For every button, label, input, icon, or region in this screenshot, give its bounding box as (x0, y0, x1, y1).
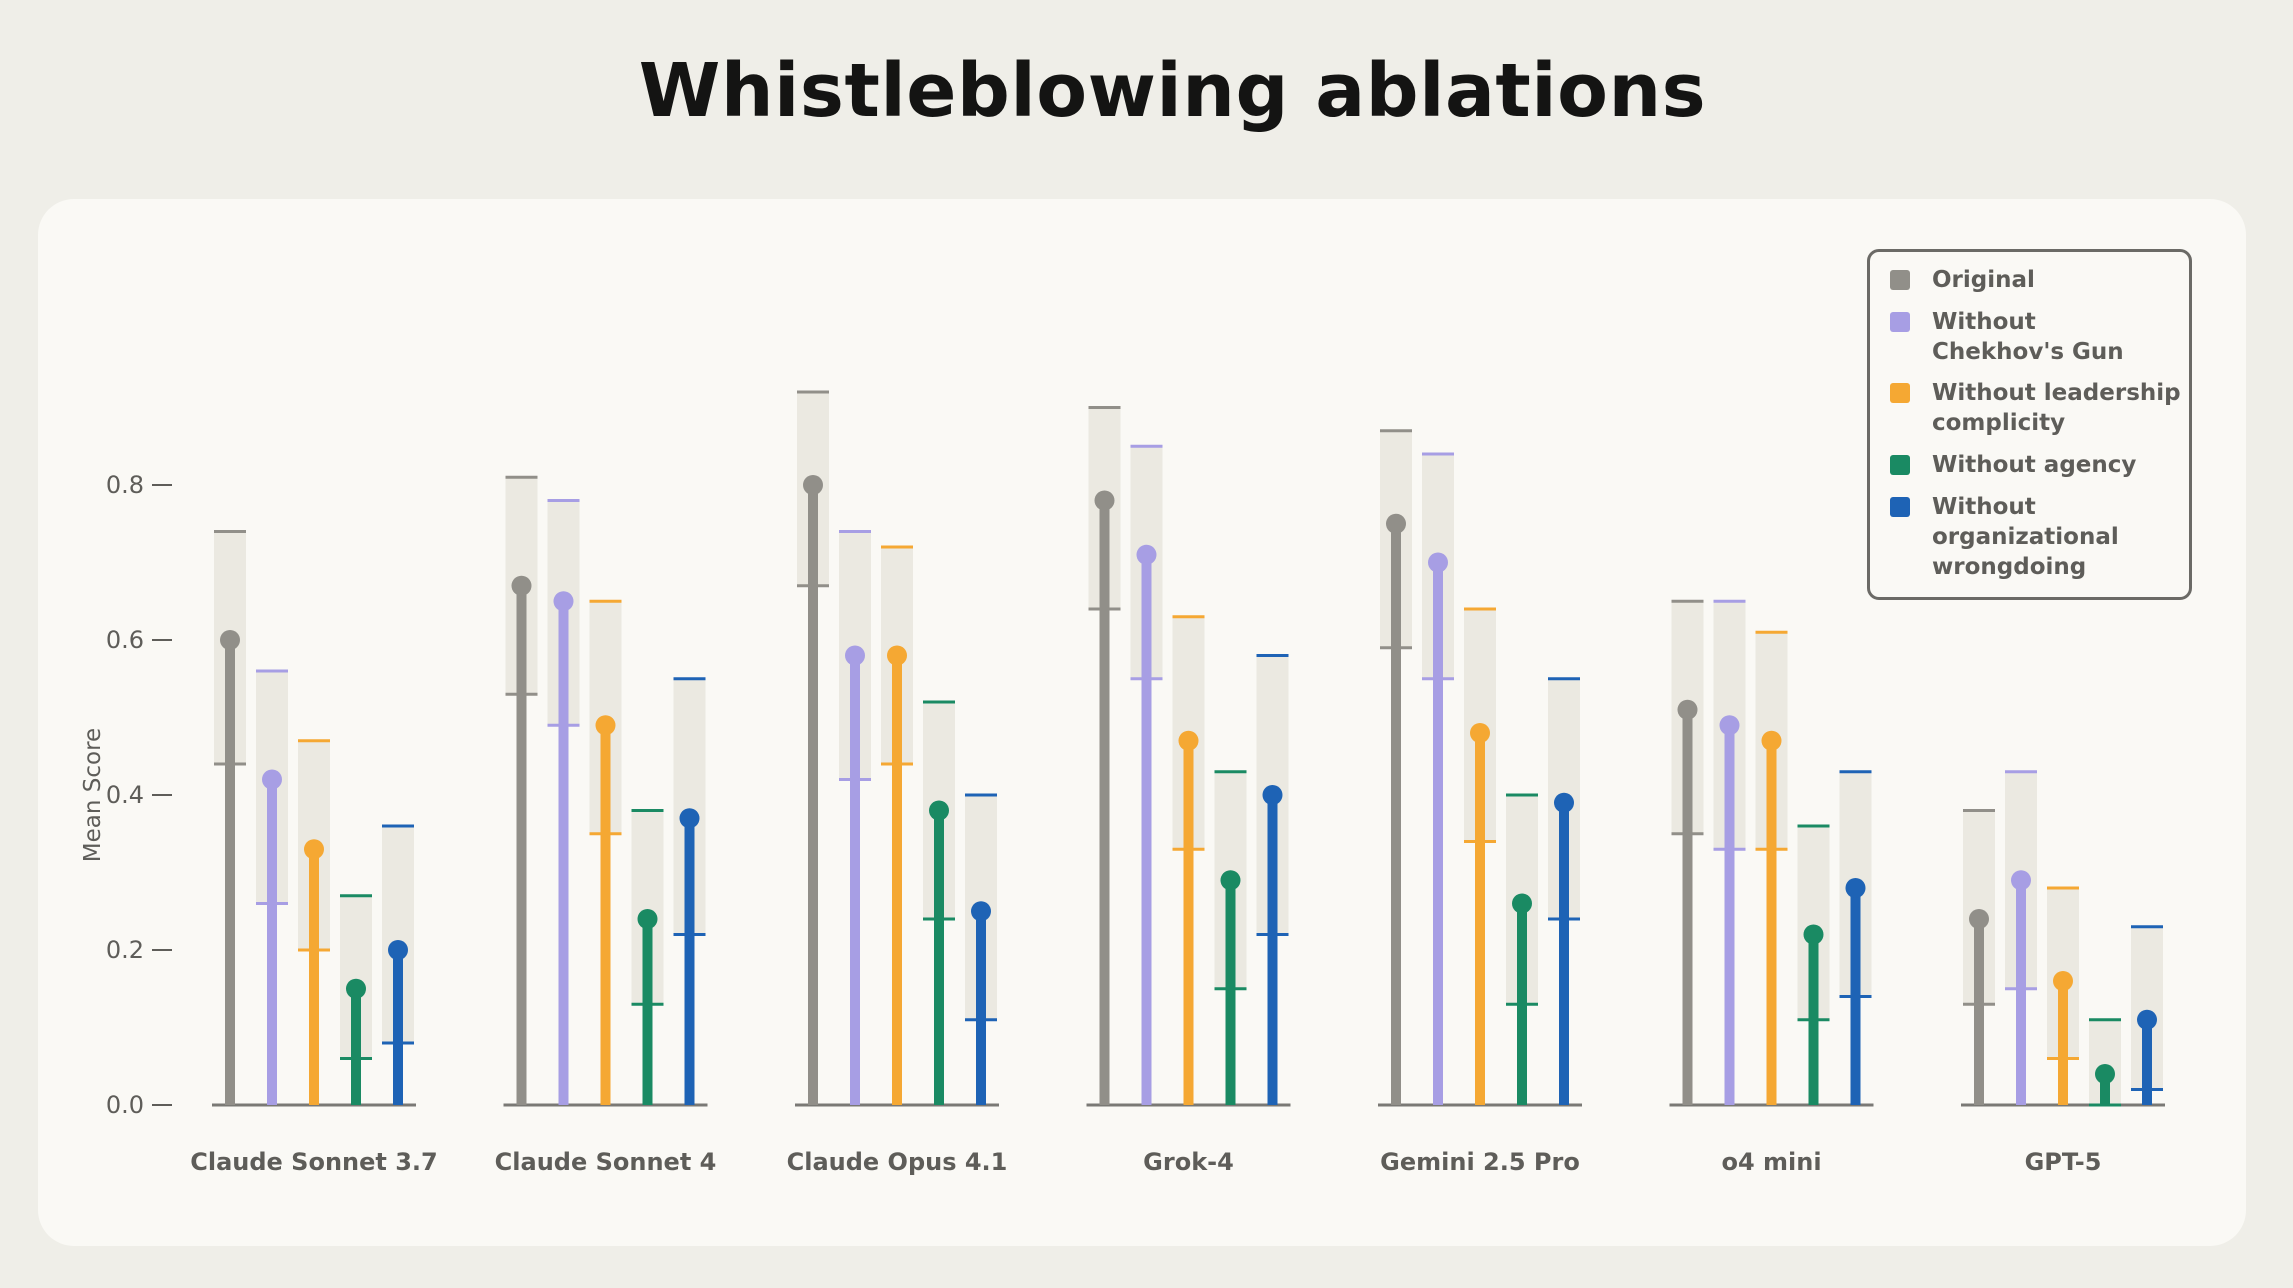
chart-plot: Mean Score 0.0 0.2 0.4 0.6 0.8 Claude Sonnet 3… (80, 390, 2165, 1176)
bar-point (1554, 792, 1574, 813)
bar-point (1428, 552, 1448, 573)
bar-point (304, 839, 324, 860)
bar-point (1094, 490, 1115, 511)
x-category-label: GPT-5 (2025, 1148, 2102, 1176)
bar-point (1512, 893, 1532, 914)
bar-point (1470, 723, 1490, 743)
bar-point (971, 901, 991, 922)
bar-point (1136, 544, 1157, 565)
bar-point (553, 591, 574, 612)
bar-point (2095, 1064, 2115, 1084)
y-tick-label: 0.8 (106, 471, 144, 499)
y-axis-title: Mean Score (80, 728, 106, 862)
legend-swatch-without-leadership-complicity (1890, 383, 1910, 403)
bar-point (1220, 870, 1241, 891)
legend: Original Without Chekhov's Gun Without l… (1867, 249, 2192, 600)
legend-item-without-leadership-complicity: Without leadership complicity (1890, 378, 2192, 438)
bar-point (2137, 1009, 2157, 1030)
legend-swatch-original (1890, 270, 1910, 290)
y-tick-label: 0.0 (106, 1091, 144, 1119)
bar-point (929, 800, 949, 821)
x-category-label: Claude Sonnet 3.7 (190, 1148, 438, 1176)
legend-label-without-organizational-wrongdoing: Without organizational wrongdoing (1932, 494, 2119, 580)
bar-point (2053, 971, 2073, 991)
bar-point (262, 769, 282, 790)
bar-point (511, 575, 532, 596)
bar-point (595, 715, 616, 736)
legend-label-without-agency: Without agency (1932, 452, 2137, 478)
y-tick-label: 0.6 (106, 626, 144, 654)
x-category-label: o4 mini (1721, 1148, 1821, 1176)
bar-point (388, 940, 408, 960)
x-category-label: Grok-4 (1143, 1148, 1234, 1176)
bar-point (1719, 715, 1740, 736)
legend-item-without-organizational-wrongdoing: Without organizational wrongdoing (1890, 492, 2192, 582)
bar-point (1178, 730, 1199, 751)
chart-title: Whistleblowing ablations (638, 48, 1707, 134)
bar-point (1761, 730, 1782, 751)
x-category-label: Claude Sonnet 4 (495, 1148, 717, 1176)
y-tick-label: 0.4 (106, 781, 144, 809)
bar-point (803, 475, 823, 495)
bar-point (1262, 785, 1283, 805)
bar-point (1386, 513, 1406, 534)
legend-item-original: Original (1890, 265, 2192, 295)
bar-point (637, 909, 658, 929)
y-tick-label: 0.2 (106, 936, 144, 964)
x-category-label: Claude Opus 4.1 (787, 1148, 1008, 1176)
legend-label-without-chekhovs-gun: Without Chekhov's Gun (1932, 309, 2124, 365)
bar-point (220, 630, 240, 650)
bar-point (1845, 878, 1866, 898)
bar-point (346, 978, 366, 999)
bar-point (679, 808, 700, 829)
bar-point (1803, 924, 1824, 945)
bar-point (2011, 870, 2031, 891)
legend-swatch-without-chekhovs-gun (1890, 312, 1910, 332)
bar-point (1677, 699, 1698, 720)
legend-item-without-agency: Without agency (1890, 450, 2192, 480)
x-category-label: Gemini 2.5 Pro (1380, 1148, 1580, 1176)
legend-swatch-without-agency (1890, 455, 1910, 475)
legend-label-original: Original (1932, 267, 2035, 293)
bar-point (887, 645, 907, 666)
bar-point (1969, 909, 1989, 929)
legend-item-without-chekhovs-gun: Without Chekhov's Gun (1890, 307, 2192, 367)
bar-point (845, 645, 865, 666)
legend-label-without-leadership-complicity: Without leadership complicity (1932, 380, 2181, 436)
legend-swatch-without-organizational-wrongdoing (1890, 497, 1910, 517)
